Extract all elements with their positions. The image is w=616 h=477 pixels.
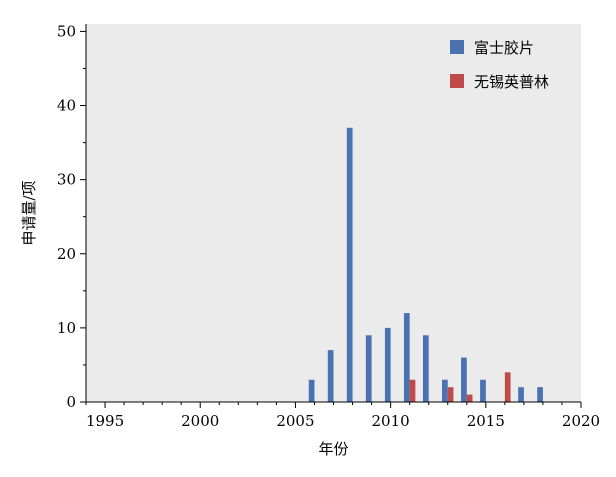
x-tick-label: 2010 [372,412,410,430]
x-tick-label: 2015 [467,412,505,430]
y-tick-label: 40 [57,97,76,115]
y-axis-title: 申请量/项 [20,180,38,245]
bar-fujifilm-2018 [537,387,543,402]
ticks-group: 1995 2000 2005 2010 2015 2020 0 10 20 30 40 50 [57,22,600,430]
y-tick-label: 10 [57,319,76,337]
bar-fujifilm-2010 [384,327,391,402]
bar-fujifilm-2007 [327,350,334,402]
bar-fujifilm-2017 [518,387,524,402]
legend-swatch [450,40,464,54]
x-axis-title: 年份 [318,440,348,458]
bar-fujifilm-2014 [461,357,467,402]
bar-wuxi-2014 [466,394,473,402]
bars-group [308,127,543,402]
bar-fujifilm-2006 [308,379,315,402]
bar-fujifilm-2012 [422,335,429,402]
bar-wuxi-2011 [409,379,416,402]
x-tick-label: 2020 [562,412,600,430]
legend-label: 富士胶片 [474,39,534,57]
x-tick-label: 1995 [86,412,124,430]
legend-swatch [450,74,464,88]
x-tick-label: 2005 [276,412,314,430]
legend-label: 无锡英普林 [474,73,549,91]
bar-fujifilm-2011 [403,313,410,402]
bar-fujifilm-2008 [346,127,353,402]
y-tick-label: 50 [57,22,76,40]
y-tick-label: 30 [57,171,76,189]
bar-fujifilm-2015 [480,379,486,402]
bar-fujifilm-2009 [365,335,372,402]
bar-wuxi-2013 [447,387,454,402]
y-tick-label: 0 [66,393,76,411]
y-tick-label: 20 [57,245,76,263]
plot-background [86,24,581,402]
bar-wuxi-2016 [504,372,511,402]
bar-fujifilm-2013 [442,379,448,402]
x-tick-label: 2000 [181,412,219,430]
